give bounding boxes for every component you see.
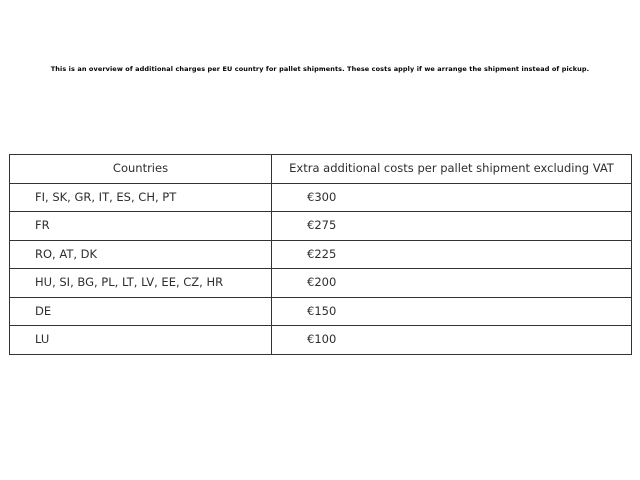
table-row: HU, SI, BG, PL, LT, LV, EE, CZ, HR €200 [9,268,632,298]
countries-cell: LU [9,325,272,355]
column-header-costs: Extra additional costs per pallet shipme… [271,154,632,184]
table-row: RO, AT, DK €225 [9,239,632,269]
countries-cell: FR [9,211,272,241]
countries-cell: HU, SI, BG, PL, LT, LV, EE, CZ, HR [9,268,272,298]
cost-cell: €100 [271,325,632,355]
cost-cell: €275 [271,211,632,241]
charges-table: Countries Extra additional costs per pal… [9,154,632,355]
table-row: FI, SK, GR, IT, ES, CH, PT €300 [9,182,632,212]
table-row: DE €150 [9,296,632,326]
table-row: LU €100 [9,325,632,355]
countries-cell: RO, AT, DK [9,239,272,269]
cost-cell: €225 [271,239,632,269]
table-header-row: Countries Extra additional costs per pal… [9,154,632,184]
cost-cell: €300 [271,182,632,212]
cost-cell: €150 [271,296,632,326]
countries-cell: FI, SK, GR, IT, ES, CH, PT [9,182,272,212]
column-header-countries: Countries [9,154,272,184]
countries-cell: DE [9,296,272,326]
table-row: FR €275 [9,211,632,241]
cost-cell: €200 [271,268,632,298]
intro-text: This is an overview of additional charge… [50,65,590,73]
